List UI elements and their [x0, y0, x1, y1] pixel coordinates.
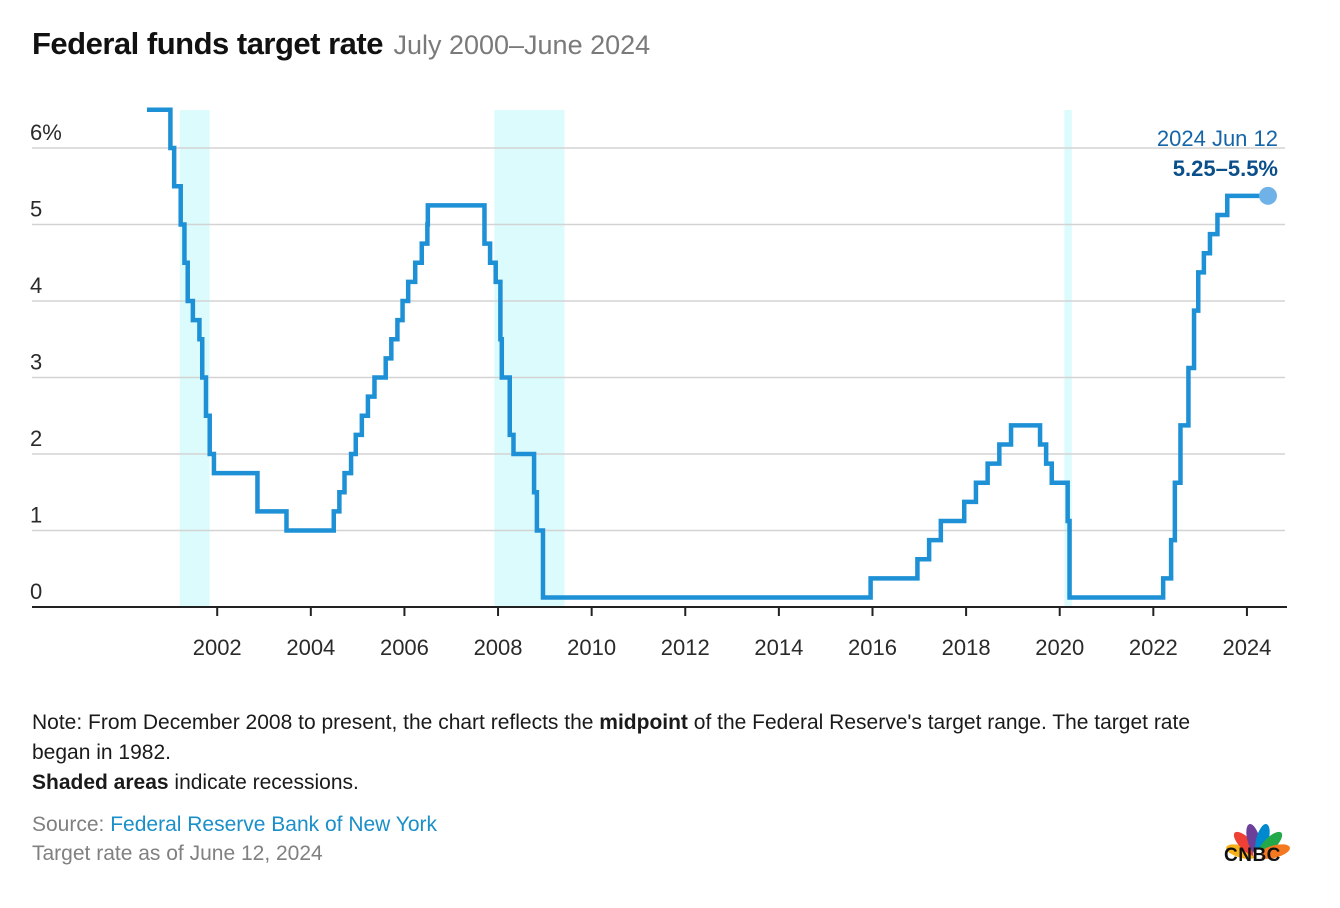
cnbc-logo-text: CNBC	[1224, 845, 1281, 866]
note-text-3: indicate recessions.	[168, 771, 359, 794]
rate-chart: 6% 5 4 3 2 1 0 2002 2004 2006 2008 2010 2012 2014 201…	[30, 107, 1287, 660]
note-bold-midpoint: midpoint	[599, 711, 688, 734]
chart-subtitle: July 2000–June 2024	[393, 30, 651, 60]
nbc-peacock-icon	[1226, 824, 1290, 859]
note-text-2: of the Federal Reserve's target range. T…	[32, 711, 1190, 764]
as-of-date: Target rate as of June 12, 2024	[32, 842, 323, 865]
annotation-value: 5.25–5.5%	[1173, 156, 1278, 181]
note-text-1: Note: From December 2008 to present, the…	[32, 711, 600, 734]
grid-lines	[32, 147, 1285, 532]
x-axis: 2002 2004 2006 2008 2010 2012 2014 2016 2018 2020…	[32, 606, 1287, 660]
endpoint-marker	[1259, 186, 1277, 205]
source-label: Source:	[32, 813, 111, 836]
x-tick-label: 2024	[1222, 635, 1271, 660]
x-tick-label: 2014	[754, 635, 803, 660]
x-tick-label: 2020	[1035, 635, 1084, 660]
y-tick-label: 2	[30, 426, 42, 451]
x-tick-label: 2022	[1129, 635, 1178, 660]
recession-bands	[179, 110, 1072, 607]
x-tick-label: 2004	[286, 635, 335, 660]
endpoint-annotation: 2024 Jun 12 5.25–5.5%	[1157, 126, 1278, 205]
recession-band-0	[179, 110, 210, 607]
note-bold-shaded: Shaded areas	[32, 771, 169, 794]
y-tick-label: 6%	[30, 120, 62, 145]
x-tick-label: 2008	[474, 635, 523, 660]
peacock-body	[1253, 849, 1263, 859]
y-axis-ticks: 6% 5 4 3 2 1 0	[30, 120, 62, 604]
y-tick-label: 4	[30, 273, 42, 298]
x-tick-label: 2012	[661, 635, 710, 660]
chart-title: Federal funds target rate	[32, 26, 383, 61]
rate-series-line-0	[147, 107, 1268, 600]
x-tick-label: 2010	[567, 635, 616, 660]
source-link[interactable]: Federal Reserve Bank of New York	[110, 813, 438, 836]
recession-band-1	[494, 110, 565, 607]
source-line: Source: Federal Reserve Bank of New York	[32, 810, 437, 840]
y-tick-label: 3	[30, 350, 42, 375]
x-tick-label: 2018	[942, 635, 991, 660]
chart-note: Note: From December 2008 to present, the…	[32, 708, 1232, 798]
series-lines	[147, 107, 1268, 600]
recession-band-2	[1064, 110, 1072, 607]
y-tick-label: 1	[30, 503, 42, 528]
chart-header: Federal funds target rate July 2000–June…	[32, 26, 650, 62]
x-tick-label: 2016	[848, 635, 897, 660]
x-tick-label: 2006	[380, 635, 429, 660]
peacock-feather-5	[1258, 844, 1290, 859]
y-tick-label: 5	[30, 197, 42, 222]
annotation-date: 2024 Jun 12	[1157, 126, 1278, 151]
y-tick-label: 0	[30, 579, 42, 604]
x-tick-label: 2002	[193, 635, 242, 660]
